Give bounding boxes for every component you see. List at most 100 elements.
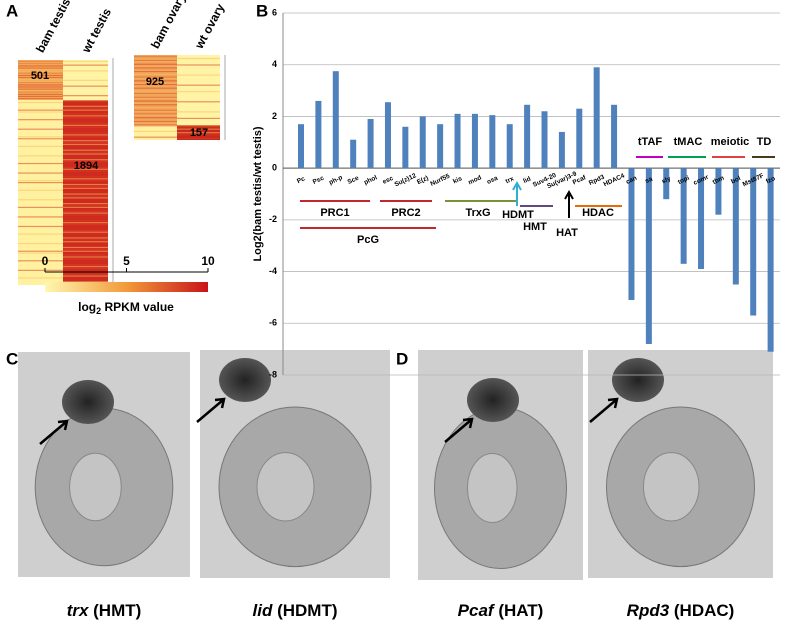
testis-lumen (643, 452, 700, 522)
x-tick-label: Pc (296, 175, 307, 185)
heatmap-stripe (134, 93, 177, 95)
heatmap-stripe (134, 73, 177, 75)
heatmap-stripe (134, 124, 177, 126)
x-tick-label: can (625, 175, 638, 186)
heatmap-stripe (63, 95, 108, 97)
heatmap-stripe (63, 197, 108, 199)
heatmap-stripe (18, 84, 63, 86)
bar (298, 124, 304, 169)
heatmap-stripe (63, 168, 108, 170)
x-tick-label: ph-p (328, 174, 344, 186)
testis-tip (219, 358, 271, 402)
heatmap-stripe (63, 140, 108, 142)
heatmap-stripe (63, 100, 108, 102)
heatmap-stripe (63, 187, 108, 189)
x-tick-label: HDAC4 (603, 172, 627, 188)
bar (471, 113, 478, 169)
heatmap-stripe (18, 71, 63, 73)
heatmap-stripe (18, 69, 63, 71)
x-tick-label: phol (363, 174, 379, 186)
heatmap-stripe (63, 195, 108, 197)
heatmap-stripe (134, 60, 177, 62)
heatmap-stripe (63, 141, 108, 144)
heatmap-stripe (63, 185, 108, 188)
heatmap-stripe (63, 202, 108, 205)
heatmap-stripe (63, 220, 108, 222)
heatmap-block (18, 100, 63, 285)
heatmap-stripe (18, 225, 63, 228)
bar (367, 119, 374, 169)
heatmap-stripe (134, 63, 177, 65)
heatmap-stripe (177, 132, 220, 134)
testis-lumen (256, 452, 315, 522)
heatmap-stripe (18, 145, 63, 147)
heatmap-stripe (134, 77, 177, 79)
arrow (444, 417, 474, 443)
heatmap-block (177, 55, 220, 125)
heatmap-stripe (63, 206, 108, 209)
group-label: tMAC (674, 136, 703, 148)
heatmap-stripe (63, 153, 108, 155)
y-tick-label: -8 (269, 369, 277, 379)
bar (732, 168, 739, 285)
heatmap-stripe (18, 101, 63, 104)
heatmap-stripe (177, 57, 220, 60)
arrow (512, 180, 522, 206)
group-label: TD (757, 136, 772, 148)
heatmap-stripe (63, 70, 108, 72)
bar (663, 168, 670, 200)
bar (645, 168, 652, 344)
x-tick-label: tbm (712, 175, 726, 186)
heatmap-stripe (63, 113, 108, 115)
heatmap-stripe (18, 243, 63, 245)
heatmap-stripe (63, 237, 108, 239)
group-label: HDMT (502, 209, 534, 221)
heatmap-stripe (63, 143, 108, 146)
caption-part: (HDMT) (272, 601, 337, 620)
panel-label: D (396, 349, 408, 368)
heatmap-stripe (134, 106, 177, 109)
heatmap-stripe (18, 78, 63, 80)
heatmap-stripe (63, 250, 108, 252)
heatmap-stripe (18, 74, 63, 77)
bar (576, 108, 583, 169)
x-tick-label: mod (467, 174, 482, 186)
bar (715, 168, 722, 215)
heatmap-stripe (18, 252, 63, 254)
arrow (196, 397, 226, 423)
heatmap-stripe (63, 122, 108, 125)
bar (593, 67, 600, 169)
heatmap-stripe (63, 183, 108, 186)
heatmap-stripe (177, 117, 220, 119)
heatmap-stripe (18, 182, 63, 184)
heatmap-stripe (18, 189, 63, 191)
bar (541, 111, 548, 169)
heatmap-stripe (177, 64, 220, 66)
heatmap-stripe (134, 117, 177, 119)
y-tick-label: 0 (272, 163, 277, 173)
x-tick-label: Sce (347, 175, 361, 186)
heatmap-stripe (18, 109, 63, 111)
heatmap-stripe (134, 97, 177, 99)
heatmap-stripe (63, 85, 108, 87)
heatmap-stripe (18, 277, 63, 279)
heatmap-stripe (18, 138, 63, 140)
heatmap-stripe (134, 76, 177, 78)
bar (524, 104, 531, 169)
heatmap-stripe (134, 90, 177, 92)
group-label: tTAF (638, 136, 663, 148)
heatmap-stripe (63, 105, 108, 107)
y-tick-label: -2 (269, 214, 277, 224)
heatmap-stripe (134, 87, 177, 89)
heatmap-stripe (18, 88, 63, 90)
heatmap-stripe (18, 206, 63, 209)
heatmap-stripe (134, 104, 177, 106)
heatmap-stripe (18, 136, 63, 138)
tick-label: 5 (123, 254, 130, 268)
y-tick-label: 4 (272, 59, 277, 69)
heatmap-stripe (63, 126, 108, 128)
heatmap-stripe (63, 248, 108, 250)
cluster-count: 925 (146, 76, 164, 88)
testis-tip (467, 378, 519, 422)
heatmap-stripe (63, 239, 108, 241)
